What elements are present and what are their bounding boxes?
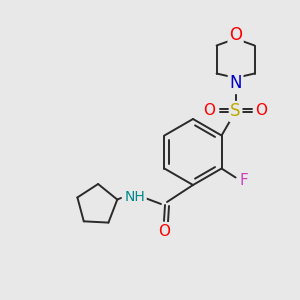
Text: O: O <box>204 103 216 118</box>
Text: O: O <box>229 26 242 44</box>
Text: N: N <box>229 74 242 92</box>
Text: O: O <box>256 103 268 118</box>
Text: F: F <box>239 173 248 188</box>
Text: O: O <box>158 224 170 238</box>
Text: S: S <box>230 103 241 121</box>
Text: NH: NH <box>124 190 146 204</box>
